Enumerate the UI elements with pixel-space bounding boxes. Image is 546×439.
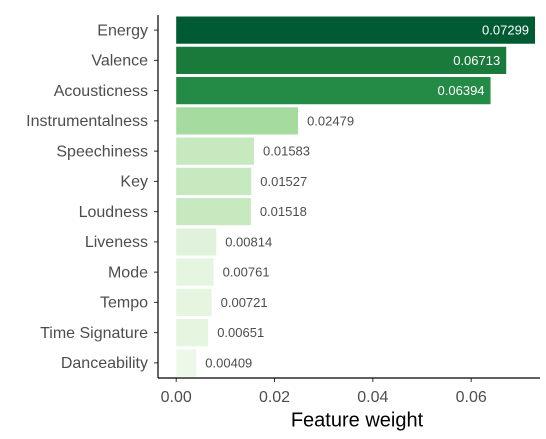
- bar: [176, 46, 507, 74]
- x-tick-label: 0.00: [161, 389, 192, 406]
- value-label: 0.06394: [438, 83, 485, 98]
- bar: [176, 349, 197, 377]
- x-tick-label: 0.04: [357, 389, 388, 406]
- y-tick-label: Instrumentalness: [26, 113, 148, 130]
- bar: [176, 167, 252, 195]
- x-tick-label: 0.02: [259, 389, 290, 406]
- bar: [176, 258, 214, 286]
- value-label: 0.00409: [205, 355, 252, 370]
- y-tick-label: Acousticness: [54, 83, 148, 100]
- bar: [176, 228, 217, 256]
- value-label: 0.00814: [225, 234, 272, 249]
- y-tick-label: Liveness: [85, 234, 148, 251]
- bar: [176, 198, 251, 226]
- value-label: 0.00761: [223, 265, 270, 280]
- value-label: 0.01518: [260, 204, 307, 219]
- bar: [176, 107, 299, 135]
- y-tick-label: Tempo: [100, 295, 148, 312]
- y-tick-label: Mode: [108, 264, 148, 281]
- y-tick-label: Valence: [91, 53, 148, 70]
- bar: [176, 319, 209, 347]
- value-label: 0.06713: [453, 53, 500, 68]
- bar: [176, 77, 491, 105]
- y-tick-label: Time Signature: [40, 325, 148, 342]
- bar: [176, 288, 212, 316]
- y-tick-label: Danceability: [61, 355, 148, 372]
- y-tick-label: Key: [120, 174, 148, 191]
- value-label: 0.01583: [263, 144, 310, 159]
- value-label: 0.02479: [307, 113, 354, 128]
- bar: [176, 137, 255, 165]
- value-label: 0.00651: [217, 325, 264, 340]
- x-axis-title: Feature weight: [291, 409, 424, 431]
- value-label: 0.01527: [260, 174, 307, 189]
- value-label: 0.07299: [482, 23, 529, 38]
- value-label: 0.00721: [221, 295, 268, 310]
- bar: [176, 16, 536, 44]
- y-tick-label: Loudness: [79, 204, 148, 221]
- y-tick-label: Energy: [97, 22, 148, 39]
- y-tick-label: Speechiness: [56, 143, 148, 160]
- x-tick-label: 0.06: [456, 389, 487, 406]
